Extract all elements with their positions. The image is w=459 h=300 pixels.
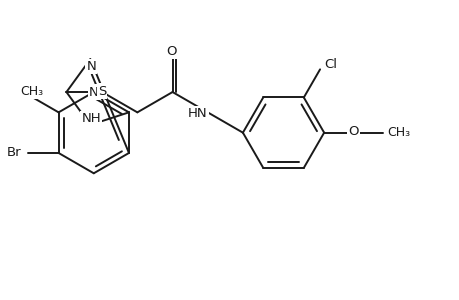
Text: O: O — [347, 125, 358, 138]
Text: NH: NH — [81, 112, 101, 125]
Text: CH₃: CH₃ — [386, 126, 409, 139]
Text: Br: Br — [7, 146, 22, 160]
Text: Cl: Cl — [324, 58, 337, 71]
Text: CH₃: CH₃ — [21, 85, 44, 98]
Text: S: S — [98, 85, 106, 98]
Text: N: N — [89, 85, 98, 98]
Text: N: N — [86, 60, 96, 73]
Text: O: O — [166, 45, 176, 58]
Text: HN: HN — [188, 107, 207, 120]
